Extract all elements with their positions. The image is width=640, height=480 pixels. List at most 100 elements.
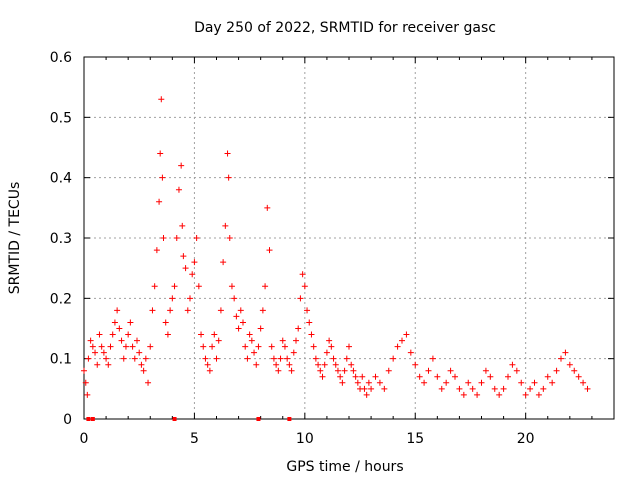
data-point <box>138 361 145 368</box>
data-point <box>319 373 326 380</box>
data-point <box>270 355 277 362</box>
grid <box>84 57 614 419</box>
data-point <box>220 259 227 266</box>
data-point <box>171 283 178 290</box>
data-point <box>301 283 308 290</box>
data-point <box>191 259 198 266</box>
data-point <box>297 295 304 302</box>
data-point <box>376 379 383 386</box>
data-point <box>147 343 154 350</box>
data-point <box>198 331 205 338</box>
data-point <box>120 355 127 362</box>
data-point <box>323 349 330 356</box>
data-point <box>308 331 315 338</box>
data-point <box>273 361 280 368</box>
data-point <box>306 319 313 326</box>
data-point <box>217 307 224 314</box>
data-point <box>122 343 129 350</box>
data-point <box>284 355 291 362</box>
data-point <box>277 355 284 362</box>
data-point <box>381 385 388 392</box>
data-point <box>518 379 525 386</box>
data-point <box>142 355 149 362</box>
data-point <box>202 355 209 362</box>
data-point <box>580 379 587 386</box>
data-point <box>286 361 293 368</box>
data-point <box>328 343 335 350</box>
data-point <box>330 355 337 362</box>
data-points <box>81 96 591 398</box>
y-tick-label: 0.5 <box>50 110 72 126</box>
data-point <box>354 379 361 386</box>
data-point <box>118 337 125 344</box>
data-point <box>281 343 288 350</box>
x-tick-label: 0 <box>80 431 89 447</box>
baseline-marker <box>256 417 261 421</box>
data-point <box>288 367 295 374</box>
data-point <box>527 385 534 392</box>
data-point <box>478 379 485 386</box>
data-point <box>240 319 246 326</box>
data-point <box>361 385 368 392</box>
chart-title: Day 250 of 2022, SRMTID for receiver gas… <box>194 20 496 36</box>
data-point <box>295 325 302 332</box>
data-point <box>184 307 191 314</box>
data-point <box>100 349 107 356</box>
x-tick-label: 20 <box>517 431 535 447</box>
data-point <box>109 331 116 338</box>
data-point <box>315 361 322 368</box>
data-point <box>237 307 244 314</box>
data-point <box>348 361 355 368</box>
data-point <box>259 307 266 314</box>
data-point <box>213 355 220 362</box>
data-point <box>566 361 573 368</box>
data-point <box>425 367 432 374</box>
data-point <box>140 367 147 374</box>
y-tick-label: 0.2 <box>50 291 72 307</box>
data-point <box>363 391 370 398</box>
data-point <box>317 367 324 374</box>
data-point <box>540 385 547 392</box>
data-point <box>82 379 89 386</box>
data-point <box>233 313 240 320</box>
data-point <box>169 295 176 302</box>
data-point <box>368 385 375 392</box>
baseline-marker <box>90 417 95 421</box>
data-point <box>456 385 463 392</box>
data-point <box>352 373 359 380</box>
data-point <box>262 283 269 290</box>
data-point <box>103 355 110 362</box>
data-point <box>253 361 260 368</box>
data-point <box>179 222 186 229</box>
baseline-markers <box>86 417 292 421</box>
data-point <box>251 349 258 356</box>
data-point <box>584 385 591 392</box>
data-point <box>159 174 166 181</box>
data-point <box>513 367 520 374</box>
data-point <box>107 343 114 350</box>
data-point <box>204 361 211 368</box>
data-point <box>312 355 319 362</box>
data-point <box>81 367 87 374</box>
y-tick-label: 0.3 <box>50 231 72 247</box>
data-point <box>89 343 96 350</box>
data-point <box>84 391 91 398</box>
data-point <box>92 349 99 356</box>
data-point <box>226 235 233 241</box>
data-point <box>474 391 481 398</box>
data-point <box>575 373 582 380</box>
data-point <box>509 361 516 368</box>
data-point <box>224 150 231 157</box>
data-point <box>372 373 379 380</box>
data-point <box>343 355 350 362</box>
x-tick-label: 10 <box>296 431 314 447</box>
data-point <box>390 355 397 362</box>
data-point <box>421 379 428 386</box>
data-point <box>145 379 152 386</box>
data-point <box>173 235 180 241</box>
data-point <box>304 307 311 314</box>
data-point <box>158 96 165 103</box>
data-point <box>228 283 235 290</box>
data-point <box>235 325 242 332</box>
data-point <box>116 325 123 332</box>
